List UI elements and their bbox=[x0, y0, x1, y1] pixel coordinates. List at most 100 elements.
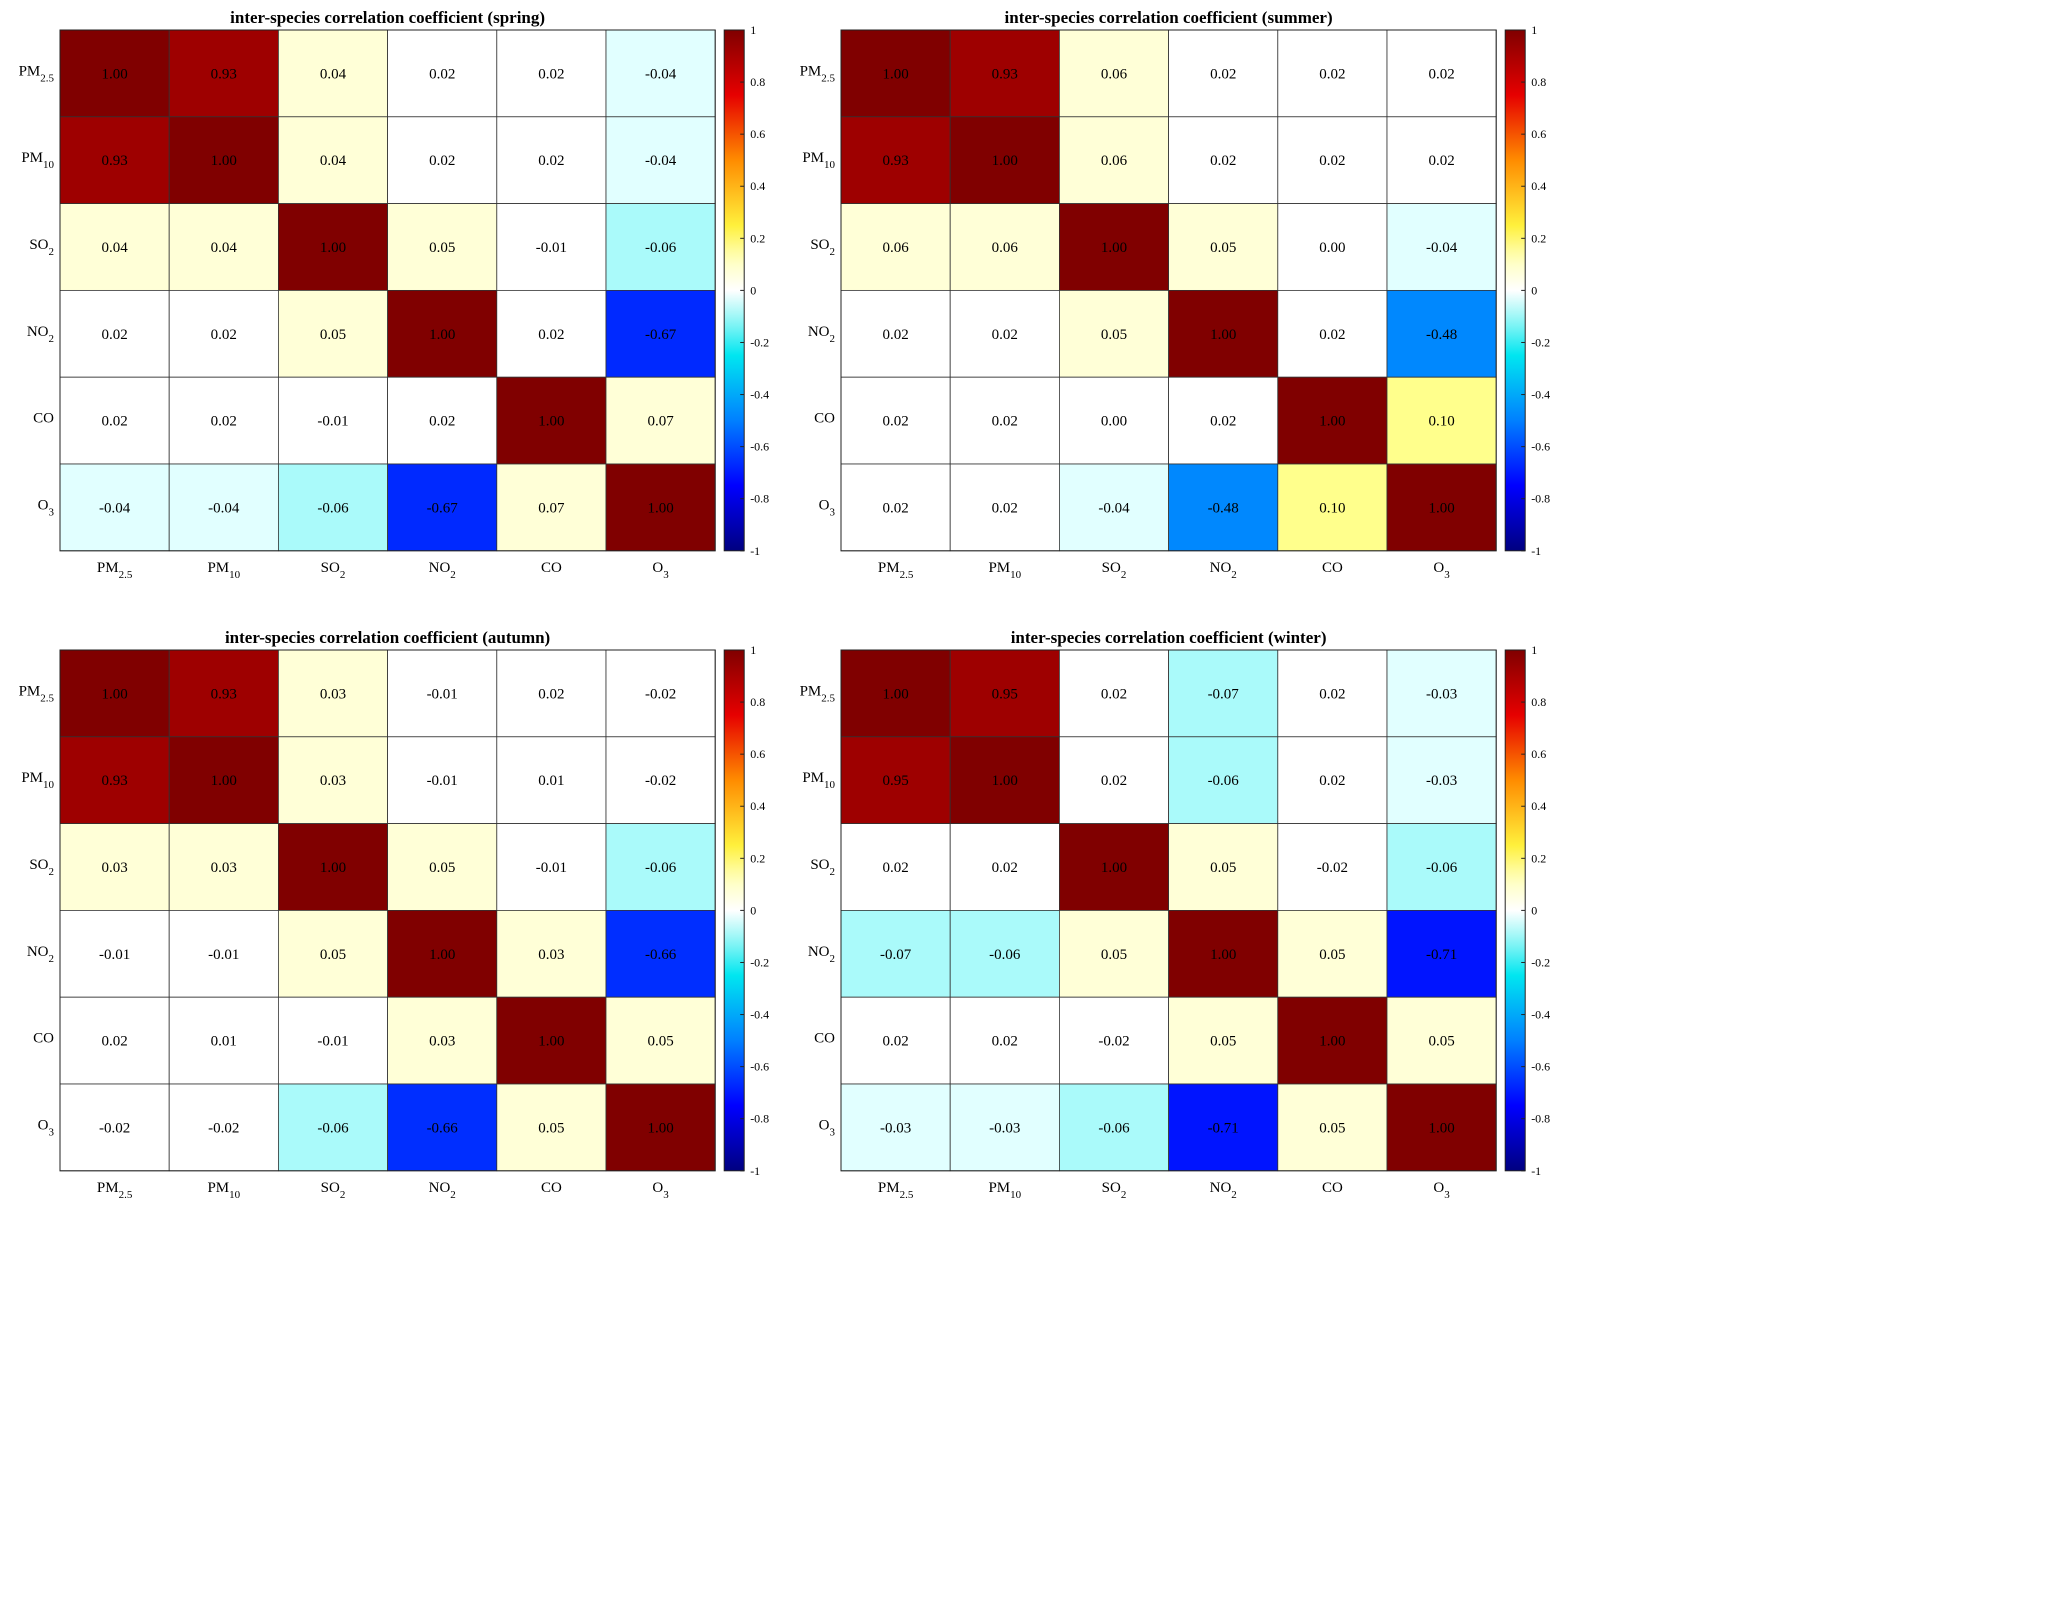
cell-value-label: 0.03 bbox=[101, 860, 127, 876]
heatmap-cell bbox=[1386, 376, 1497, 465]
cell-value-label: 0.02 bbox=[101, 327, 127, 343]
cell-value-label: 0.02 bbox=[211, 327, 237, 343]
heatmap-cell bbox=[1386, 463, 1497, 552]
colorbar-tick-label: -0.6 bbox=[1531, 440, 1550, 454]
cell-value-label: 0.02 bbox=[538, 686, 564, 702]
cell-value-label: 0.00 bbox=[1319, 240, 1345, 256]
cell-value-label: 0.95 bbox=[992, 686, 1018, 702]
cell-value-label: -0.71 bbox=[1208, 1120, 1239, 1136]
cell-value-label: -0.02 bbox=[1098, 1034, 1129, 1050]
colorbar-tick-label: 1 bbox=[750, 643, 756, 657]
x-tick-label: CO bbox=[541, 560, 562, 576]
colorbar-tick-label: 0 bbox=[750, 283, 756, 297]
cell-value-label: -0.03 bbox=[880, 1120, 911, 1136]
cell-value-label: 0.05 bbox=[429, 240, 455, 256]
heatmap-cell bbox=[1386, 823, 1497, 911]
heatmap-cell bbox=[387, 203, 498, 291]
colorbar-tick-label: -0.4 bbox=[750, 1008, 769, 1022]
heatmap-cell bbox=[1386, 29, 1497, 118]
cell-value-label: 0.02 bbox=[1210, 66, 1236, 82]
heatmap-cell bbox=[387, 823, 498, 911]
heatmap-cell bbox=[1059, 996, 1170, 1085]
cell-value-label: 0.05 bbox=[538, 1120, 564, 1136]
x-tick-label: PM10 bbox=[988, 1180, 1021, 1201]
y-tick-label: CO bbox=[33, 411, 54, 427]
y-tick-label: PM2.5 bbox=[800, 683, 836, 704]
heatmap-cell bbox=[277, 203, 388, 291]
heatmap-cell bbox=[277, 736, 388, 824]
heatmap-cell bbox=[168, 116, 279, 205]
heatmap-cell bbox=[1059, 736, 1170, 824]
heatmap-cell bbox=[605, 1083, 716, 1172]
heatmap-cell bbox=[59, 910, 170, 998]
x-tick-label: CO bbox=[1322, 1180, 1343, 1196]
heatmap-cell bbox=[840, 910, 951, 998]
cell-value-label: 0.93 bbox=[882, 153, 908, 169]
heatmap-cell bbox=[1168, 996, 1279, 1085]
x-tick-label: PM2.5 bbox=[878, 560, 914, 581]
heatmap-cell bbox=[496, 910, 607, 998]
colorbar-tick-label: 0.6 bbox=[1531, 127, 1546, 141]
cell-value-label: -0.02 bbox=[99, 1120, 130, 1136]
cell-value-label: 0.03 bbox=[320, 773, 346, 789]
cell-value-label: 1.00 bbox=[992, 153, 1018, 169]
heatmap-cell bbox=[1168, 910, 1279, 998]
cell-value-label: 0.02 bbox=[1428, 66, 1454, 82]
cell-value-label: -0.06 bbox=[645, 240, 677, 256]
cell-value-label: -0.67 bbox=[427, 500, 459, 516]
grid-border bbox=[59, 29, 716, 552]
heatmap-cell bbox=[1168, 376, 1279, 465]
heatmap-cell bbox=[1277, 996, 1388, 1085]
heatmap-cell bbox=[387, 376, 498, 465]
cell-value-label: 0.02 bbox=[882, 327, 908, 343]
colorbar-tick-label: 1 bbox=[1531, 643, 1537, 657]
cell-value-label: -0.48 bbox=[1208, 500, 1239, 516]
heatmap-cell bbox=[277, 1083, 388, 1172]
cell-value-label: 0.02 bbox=[429, 153, 455, 169]
cell-value-label: 1.00 bbox=[1319, 414, 1345, 430]
colorbar-tick-label: -0.8 bbox=[750, 492, 769, 506]
cell-value-label: 0.93 bbox=[101, 773, 127, 789]
cell-value-label: -0.06 bbox=[1208, 773, 1240, 789]
panel-title: inter-species correlation coefficient (w… bbox=[1011, 628, 1327, 647]
heatmap-cell bbox=[387, 649, 498, 738]
heatmap-cell bbox=[949, 29, 1060, 118]
heatmap-cell bbox=[605, 29, 716, 118]
colorbar-tick-label: 0 bbox=[1531, 903, 1537, 917]
heatmap-cell bbox=[496, 823, 607, 911]
heatmap-cell bbox=[59, 29, 170, 118]
heatmap-cell bbox=[840, 376, 951, 465]
colorbar-tick-label: -0.4 bbox=[750, 388, 769, 402]
cell-value-label: -0.01 bbox=[208, 947, 239, 963]
cell-value-label: 0.02 bbox=[992, 1034, 1018, 1050]
cell-value-label: 0.02 bbox=[1319, 66, 1345, 82]
y-tick-label: SO2 bbox=[810, 857, 835, 878]
colorbar-tick-label: 1 bbox=[750, 23, 756, 37]
heatmap-cell bbox=[840, 823, 951, 911]
cell-value-label: 1.00 bbox=[429, 947, 455, 963]
heatmap-cell bbox=[496, 649, 607, 738]
heatmap-cell bbox=[496, 996, 607, 1085]
y-tick-label: PM10 bbox=[802, 150, 835, 171]
cell-value-label: 1.00 bbox=[211, 773, 237, 789]
colorbar-tick-label: 0.8 bbox=[1531, 695, 1546, 709]
cell-value-label: -0.01 bbox=[317, 414, 348, 430]
cell-value-label: -0.03 bbox=[1426, 686, 1457, 702]
y-tick-label: CO bbox=[814, 1031, 835, 1047]
cell-value-label: -0.07 bbox=[1208, 686, 1240, 702]
cell-value-label: 1.00 bbox=[1428, 500, 1454, 516]
heatmap-cell bbox=[949, 116, 1060, 205]
cell-value-label: 1.00 bbox=[538, 414, 564, 430]
heatmap-cell bbox=[168, 910, 279, 998]
heatmap-cell bbox=[277, 289, 388, 378]
cell-value-label: 0.02 bbox=[882, 860, 908, 876]
cell-value-label: 0.02 bbox=[1319, 153, 1345, 169]
heatmap-cell bbox=[387, 910, 498, 998]
heatmap-cell bbox=[605, 116, 716, 205]
heatmap-cell bbox=[277, 376, 388, 465]
heatmap-cell bbox=[1277, 1083, 1388, 1172]
cell-value-label: 1.00 bbox=[211, 153, 237, 169]
cell-value-label: 0.05 bbox=[1210, 1034, 1236, 1050]
y-tick-label: PM2.5 bbox=[800, 63, 836, 84]
cell-value-label: 0.02 bbox=[1101, 686, 1127, 702]
